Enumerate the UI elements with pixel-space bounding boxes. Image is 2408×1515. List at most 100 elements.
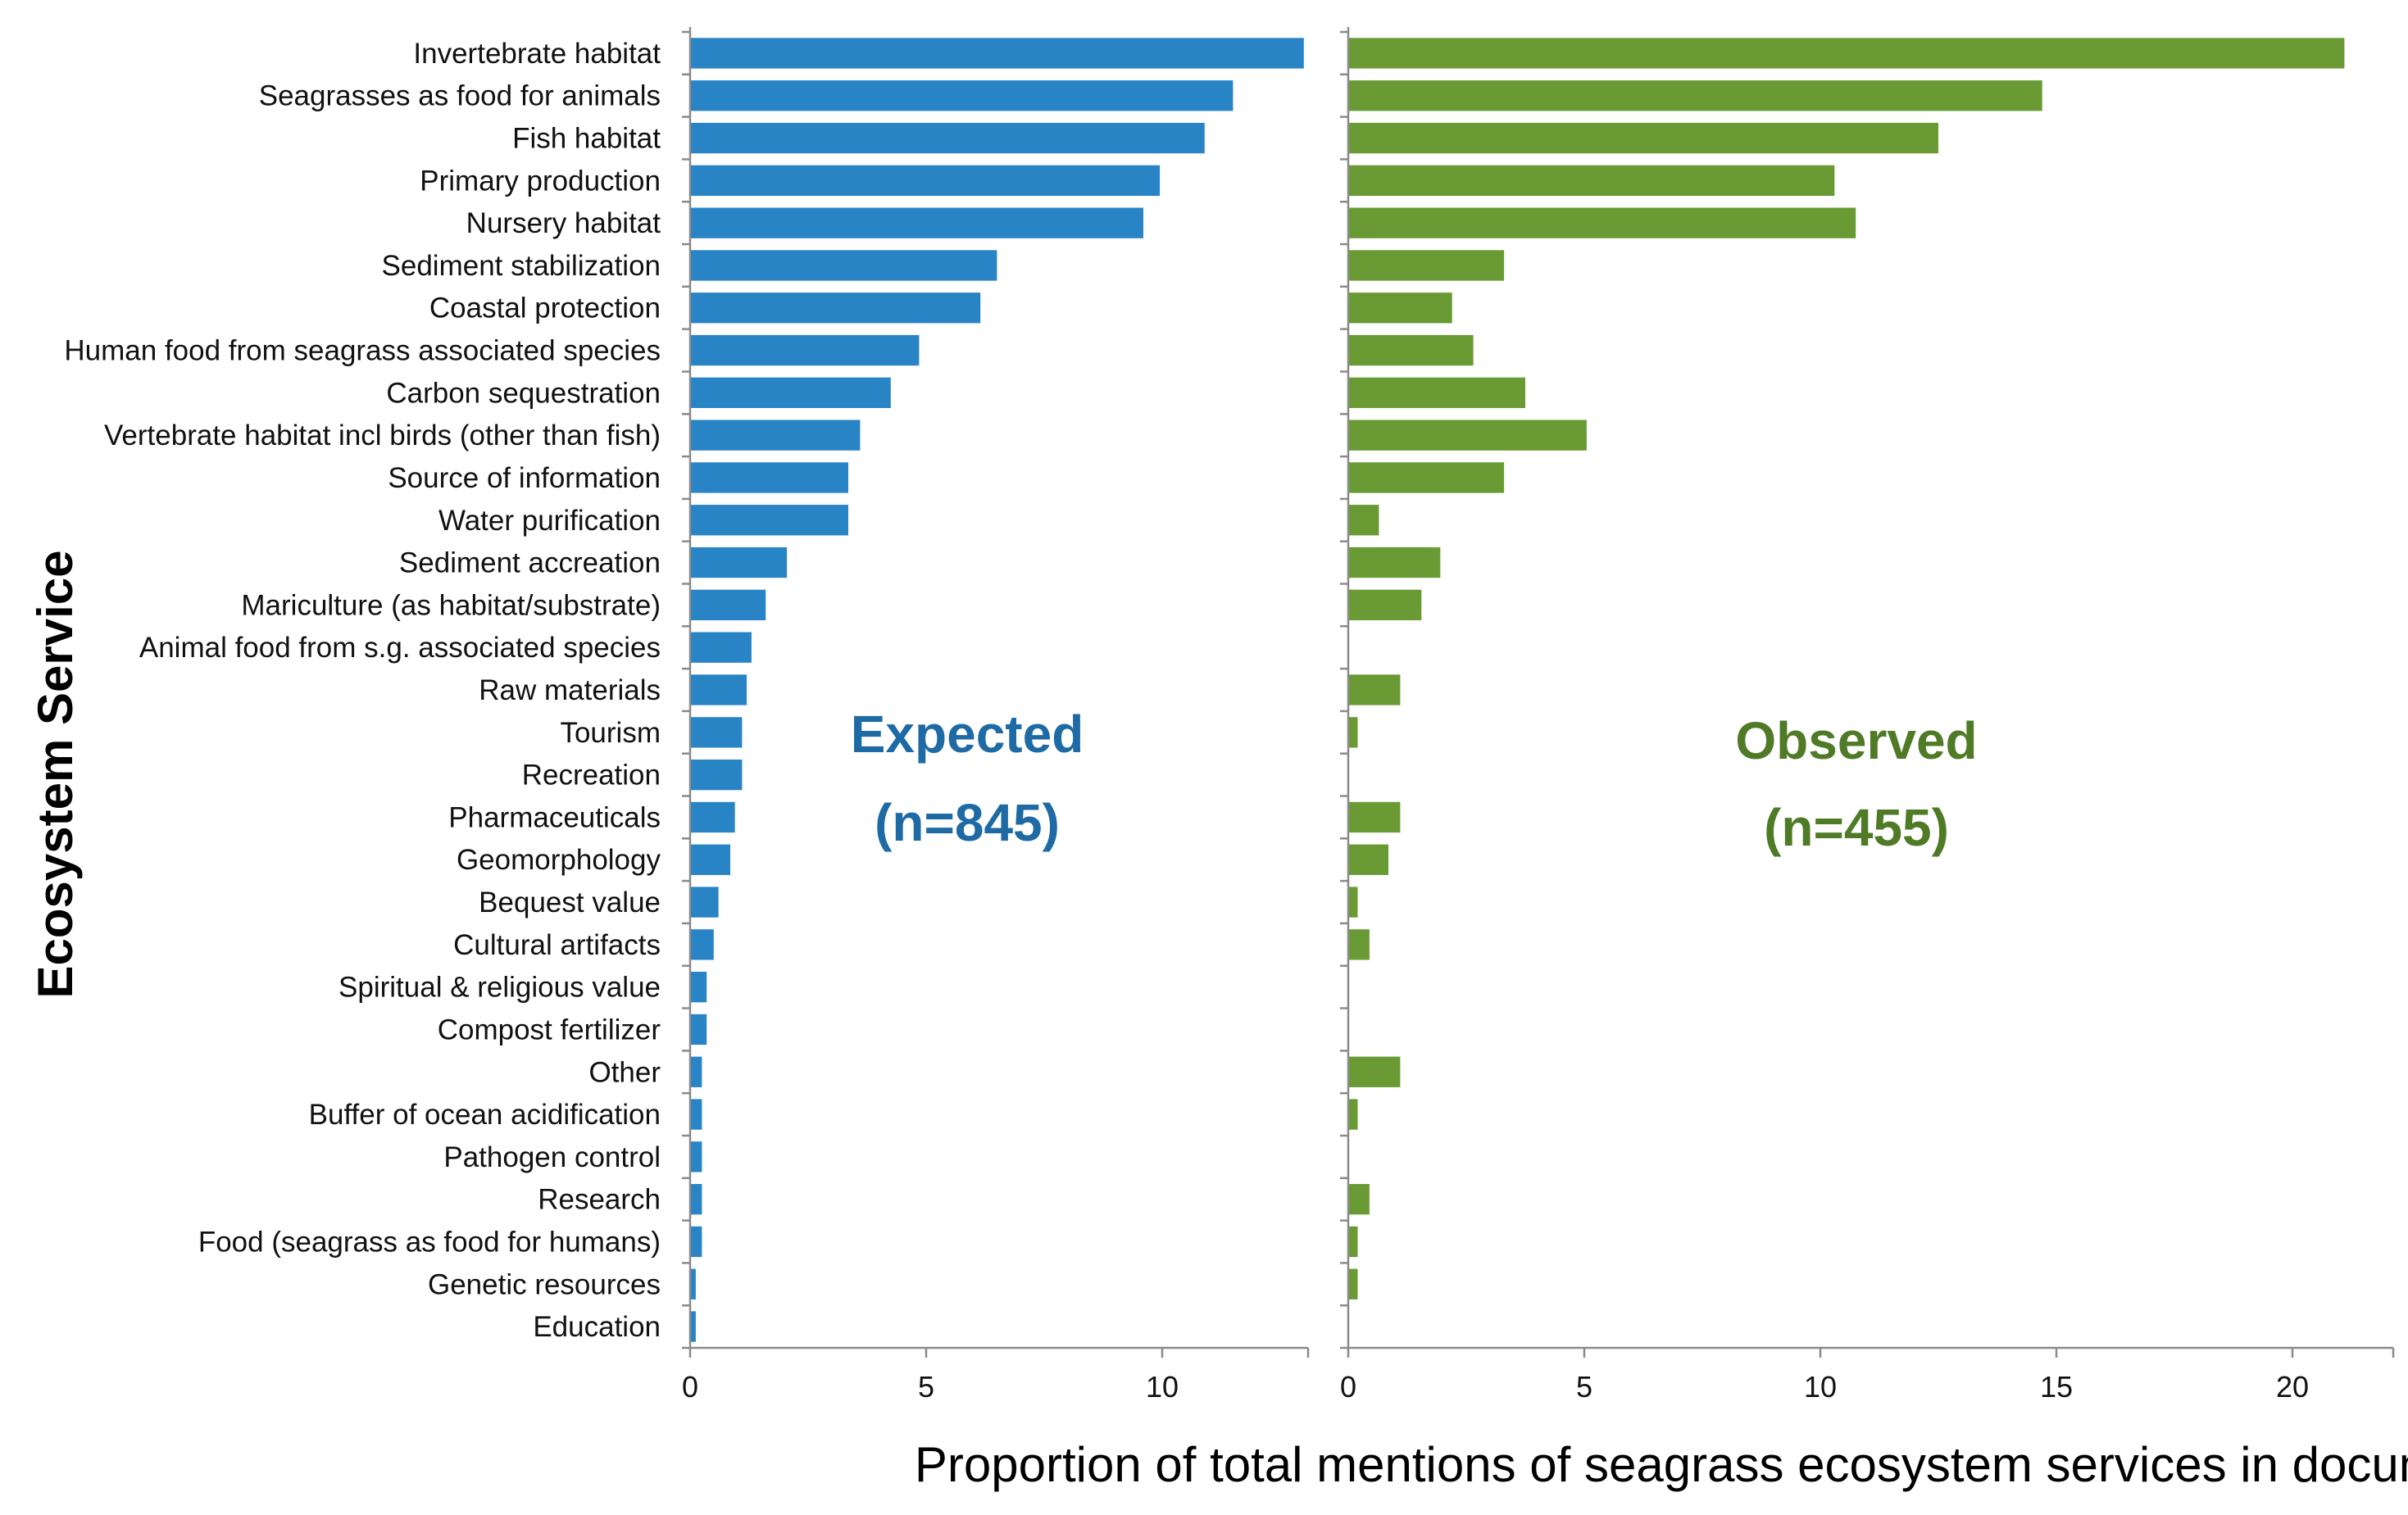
expected-bar-30 [690,1311,696,1342]
observed-bar-4 [1348,207,1856,238]
category-label: Recreation [522,760,661,792]
expected-bar-24 [690,1056,702,1087]
observed-bar-18 [1348,801,1401,833]
category-label: Vertebrate habitat incl birds (other tha… [104,420,661,451]
observed-bar-27 [1348,1184,1370,1215]
observed-bar-25 [1348,1099,1358,1130]
expected-bar-9 [690,420,861,451]
category-label: Genetic resources [428,1268,661,1300]
category-labels: Invertebrate habitat Seagrasses as food f… [64,38,661,1343]
expected-bar-23 [690,1014,707,1046]
expected-bar-0 [690,38,1304,69]
category-label: Carbon sequestration [386,377,661,409]
category-label: Other [588,1056,661,1088]
observed-bar-7 [1348,334,1474,366]
category-label: Education [533,1311,661,1343]
expected-bar-21 [690,929,714,960]
observed-bar-8 [1348,377,1525,408]
category-label: Food (seagrass as food for humans) [198,1227,661,1259]
observed-bar-10 [1348,462,1505,493]
observed-bar-6 [1348,293,1452,324]
category-label: Animal food from s.g. associated species [139,632,661,664]
observed-bar-24 [1348,1056,1401,1087]
category-label: Pathogen control [443,1141,661,1173]
expected-bar-17 [690,760,743,791]
expected-bar-16 [690,717,743,748]
observed-bar-16 [1348,717,1358,748]
category-label: Fish habitat [512,123,661,155]
expected-bar-19 [690,844,730,875]
observed-bar-9 [1348,420,1587,451]
observed-x-tick-label: 0 [1340,1370,1356,1404]
expected-bar-1 [690,80,1234,111]
expected-bar-12 [690,547,788,578]
observed-title-line1: Observed [1735,711,1977,770]
expected-bar-29 [690,1268,696,1300]
y-axis-label: Ecosystem Service [28,550,83,998]
category-label: Sediment stabilization [382,250,661,282]
expected-bar-18 [690,801,735,833]
expected-bar-28 [690,1226,702,1258]
expected-bar-3 [690,165,1161,196]
category-label: Seagrasses as food for animals [259,80,661,112]
observed-bar-13 [1348,589,1422,620]
expected-bar-27 [690,1184,702,1215]
observed-bar-15 [1348,674,1401,705]
expected-bar-8 [690,377,891,408]
expected-bar-7 [690,334,920,366]
category-label: Nursery habitat [466,207,661,239]
category-label: Research [538,1184,661,1216]
observed-title-line2: (n=455) [1764,798,1949,857]
expected-x-tick-label: 10 [1146,1370,1179,1404]
category-label: Invertebrate habitat [413,38,661,70]
observed-panel: 0 5 10 15 20 [1340,27,2395,1404]
expected-bar-10 [690,462,848,493]
category-label: Geomorphology [457,844,661,876]
observed-bar-1 [1348,80,2042,111]
expected-bar-11 [690,505,848,536]
category-label: Water purification [438,505,661,537]
category-label: Raw materials [479,674,661,706]
expected-bar-15 [690,674,747,705]
observed-bar-19 [1348,844,1388,875]
observed-x-tick-label: 5 [1576,1370,1592,1404]
expected-bar-14 [690,632,752,663]
category-label: Sediment accreation [399,547,661,579]
category-label: Mariculture (as habitat/substrate) [241,589,661,621]
expected-title-line2: (n=845) [875,793,1060,852]
category-label: Human food from seagrass associated spec… [64,335,661,367]
observed-x-tick-label: 10 [1804,1370,1837,1404]
expected-panel: 0 5 10 [682,27,1310,1404]
expected-bar-13 [690,589,766,620]
expected-bar-5 [690,250,997,281]
category-label: Compost fertilizer [438,1014,661,1046]
x-axis-label: Proportion of total mentions of seagrass… [915,1437,2408,1492]
expected-title-line1: Expected [851,705,1084,764]
observed-bar-21 [1348,929,1370,960]
observed-bar-20 [1348,887,1358,918]
category-label: Buffer of ocean acidification [309,1099,661,1131]
category-label: Cultural artifacts [453,929,661,961]
observed-bar-0 [1348,38,2345,69]
observed-x-tick-label: 15 [2040,1370,2073,1404]
expected-bar-6 [690,293,981,324]
expected-bar-26 [690,1141,702,1173]
expected-bar-4 [690,207,1143,238]
observed-bar-28 [1348,1226,1358,1258]
observed-bar-29 [1348,1268,1358,1300]
expected-x-tick-label: 0 [682,1370,698,1404]
category-label: Source of information [388,462,661,494]
expected-bar-2 [690,122,1205,154]
observed-bar-11 [1348,505,1379,536]
observed-bar-5 [1348,250,1505,281]
category-label: Primary production [420,165,661,197]
expected-x-tick-label: 5 [918,1370,934,1404]
category-label: Bequest value [479,887,661,919]
observed-bar-2 [1348,122,1938,154]
observed-bar-3 [1348,165,1835,196]
observed-bar-12 [1348,547,1441,578]
expected-bar-25 [690,1099,702,1130]
category-label: Coastal protection [429,293,661,324]
category-label: Spiritual & religious value [338,972,661,1004]
